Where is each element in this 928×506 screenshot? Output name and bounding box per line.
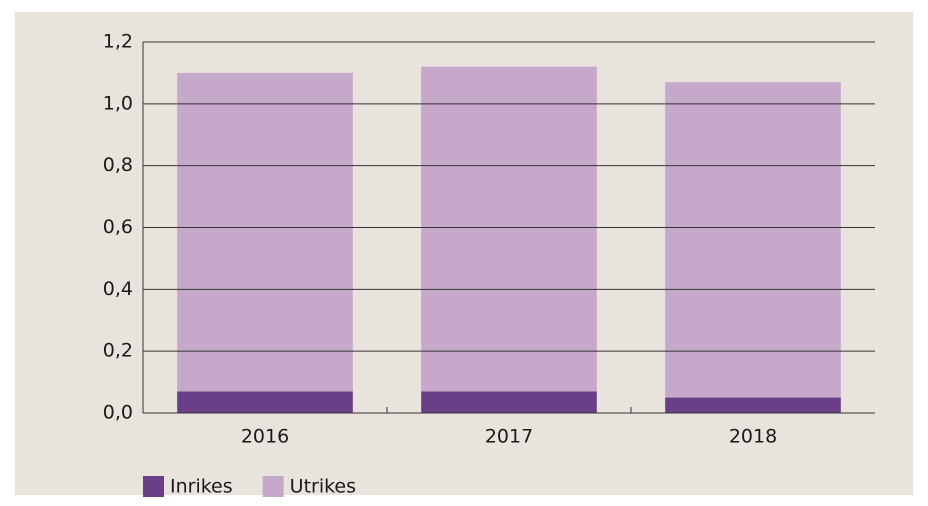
legend-swatch [262, 476, 284, 497]
y-tick-label: 1,0 [103, 92, 133, 114]
y-tick-label: 0,2 [103, 340, 133, 362]
bar-segment [421, 391, 597, 413]
bar-segment [177, 72, 353, 392]
legend-label: Inrikes [170, 476, 233, 498]
x-tick-label: 2016 [241, 426, 289, 448]
bar-segment [421, 66, 597, 392]
legend-swatch [143, 476, 164, 497]
x-tick-label: 2017 [485, 426, 533, 448]
y-tick-label: 0,6 [103, 216, 133, 238]
y-tick-label: 0,0 [103, 402, 133, 424]
x-tick-label: 2018 [729, 426, 777, 448]
y-tick-label: 0,8 [103, 154, 133, 176]
bar-segment [665, 397, 841, 413]
bar-segment [665, 82, 841, 398]
y-tick-label: 0,4 [103, 278, 133, 300]
bar-segment [177, 391, 353, 413]
y-tick-label: 1,2 [103, 31, 133, 53]
legend-label: Utrikes [290, 476, 356, 498]
